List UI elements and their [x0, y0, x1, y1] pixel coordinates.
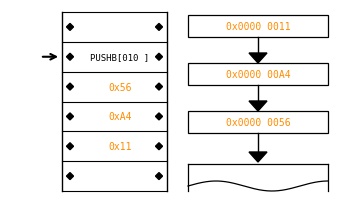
- Polygon shape: [66, 84, 74, 91]
- Polygon shape: [66, 24, 74, 31]
- Polygon shape: [156, 173, 162, 180]
- Polygon shape: [66, 54, 74, 61]
- Text: 0x0000 0056: 0x0000 0056: [226, 118, 290, 127]
- Text: 0x56: 0x56: [108, 82, 132, 92]
- Polygon shape: [249, 102, 267, 111]
- Polygon shape: [156, 24, 162, 31]
- Text: 0x0000 0011: 0x0000 0011: [226, 22, 290, 32]
- Polygon shape: [156, 54, 162, 61]
- Bar: [188, 64, 328, 86]
- Text: PUSHB[010 ]: PUSHB[010 ]: [90, 53, 149, 62]
- Polygon shape: [66, 143, 74, 150]
- Polygon shape: [249, 54, 267, 64]
- Bar: [188, 16, 328, 38]
- Polygon shape: [156, 143, 162, 150]
- Bar: [188, 111, 328, 133]
- Polygon shape: [66, 113, 74, 120]
- Polygon shape: [66, 173, 74, 180]
- Text: 0x11: 0x11: [108, 142, 132, 152]
- Polygon shape: [249, 152, 267, 162]
- Polygon shape: [156, 84, 162, 91]
- Polygon shape: [156, 113, 162, 120]
- Text: 0x0000 00A4: 0x0000 00A4: [226, 70, 290, 80]
- Text: 0xA4: 0xA4: [108, 112, 132, 122]
